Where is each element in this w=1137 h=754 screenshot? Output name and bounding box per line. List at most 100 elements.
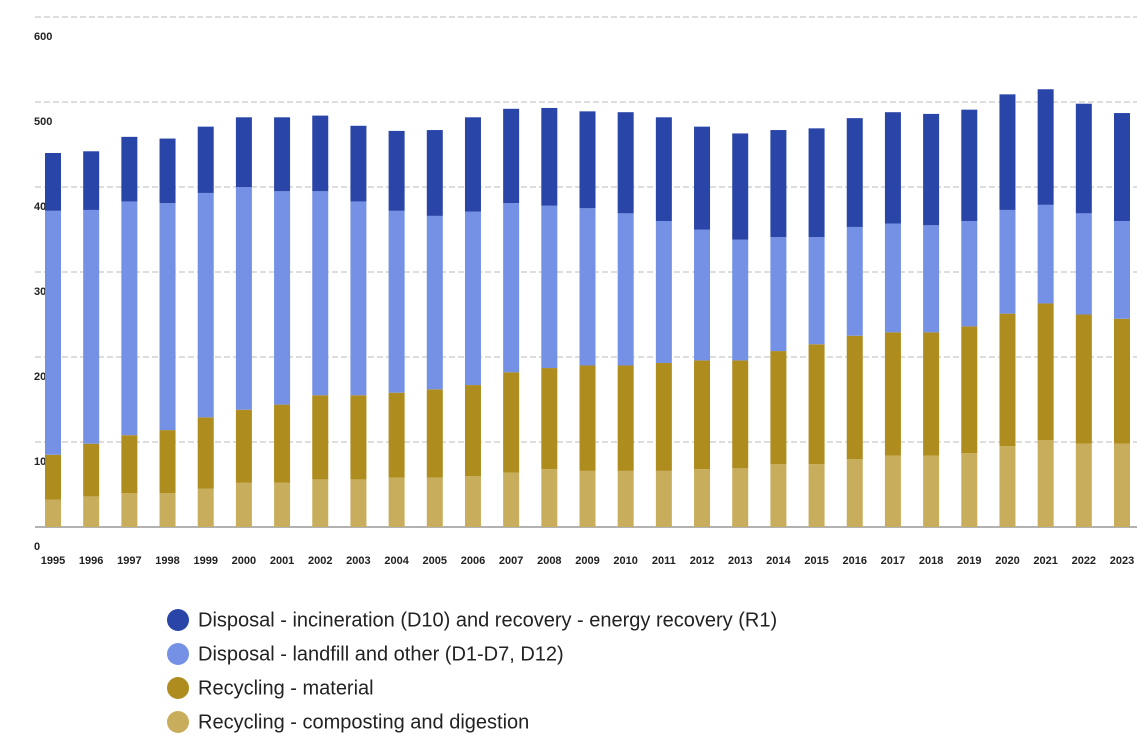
bar-segment	[235, 482, 252, 527]
bar-segment	[999, 313, 1016, 447]
x-tick-label: 1998	[155, 555, 179, 567]
bar-segment	[1114, 221, 1130, 319]
legend-label: Disposal - incineration (D10) and recove…	[198, 609, 777, 631]
bar-segment	[1075, 103, 1092, 214]
y-tick-label: 600	[34, 31, 52, 43]
bar-segment	[732, 360, 749, 469]
bar-segment	[541, 205, 558, 369]
bar-segment	[235, 117, 252, 187]
bar-segment	[503, 472, 520, 527]
bar-segment	[884, 223, 901, 333]
bar-segment	[121, 493, 138, 527]
bar-segment	[312, 191, 329, 396]
bar-segment	[541, 368, 558, 470]
bar-segment	[579, 208, 596, 366]
bar-segment	[961, 326, 978, 454]
bar-segment	[808, 464, 825, 527]
bar-segment	[1075, 314, 1092, 444]
bar-segment	[961, 109, 978, 221]
bar-segment	[45, 153, 61, 211]
bar-segment	[350, 479, 367, 527]
x-tick-label: 1995	[41, 555, 65, 567]
bar-segment	[923, 455, 940, 527]
bar-segment	[923, 113, 940, 226]
y-tick-label: 500	[34, 116, 52, 128]
bar-segment	[617, 365, 634, 471]
bar-segment	[45, 210, 61, 455]
bar-segment	[1037, 303, 1054, 441]
bar-segment	[312, 479, 329, 527]
bar-segment	[350, 125, 367, 202]
bar-segment	[426, 389, 443, 478]
bar-segment	[732, 468, 749, 527]
bar-segment	[808, 237, 825, 345]
bar-segment	[426, 477, 443, 527]
bar-segment	[846, 459, 863, 527]
bar-segment	[694, 126, 711, 230]
bar-segment	[655, 117, 672, 221]
bar-segment	[770, 130, 787, 238]
bar-segment	[350, 395, 367, 480]
bar-segment	[579, 470, 596, 527]
x-tick-label: 2001	[270, 555, 294, 567]
bar-segment	[503, 108, 520, 204]
bar-segment	[388, 392, 405, 478]
bar-segment	[694, 469, 711, 527]
bar-segment	[846, 335, 863, 459]
bar-segment	[83, 209, 100, 444]
bar-segment	[83, 443, 100, 497]
bar-segment	[83, 496, 100, 527]
bar-segment	[694, 229, 711, 361]
bar-segment	[274, 191, 291, 405]
bar-segment	[197, 192, 214, 418]
bar-segment	[846, 226, 863, 336]
bar-segment	[1114, 443, 1130, 527]
x-tick-label: 2017	[881, 555, 905, 567]
bar-segment	[732, 239, 749, 361]
bar-segment	[923, 332, 940, 456]
x-tick-label: 2021	[1033, 555, 1057, 567]
bar-segment	[45, 454, 61, 500]
x-tick-label: 2013	[728, 555, 752, 567]
bar-segment	[961, 453, 978, 527]
x-tick-label: 2002	[308, 555, 332, 567]
bar-segment	[235, 409, 252, 483]
bar-segment	[121, 201, 138, 436]
bar-segment	[961, 221, 978, 327]
legend-swatch	[167, 643, 189, 665]
bar-segment	[388, 477, 405, 527]
x-tick-label: 2005	[423, 555, 447, 567]
bar-segment	[655, 362, 672, 471]
x-tick-label: 2009	[575, 555, 599, 567]
x-tick-label: 2010	[613, 555, 637, 567]
bar-segment	[1037, 204, 1054, 304]
x-tick-label: 2000	[232, 555, 256, 567]
legend-swatch	[167, 677, 189, 699]
bar-segment	[579, 365, 596, 471]
bar-segment	[159, 493, 176, 527]
x-tick-label: 2008	[537, 555, 561, 567]
bar-segment	[1037, 440, 1054, 527]
x-tick-label: 2019	[957, 555, 981, 567]
bar-segment	[770, 464, 787, 527]
bar-segment	[1075, 443, 1092, 527]
x-tick-label: 1999	[193, 555, 217, 567]
bar-segment	[464, 117, 481, 212]
bar-segment	[121, 136, 138, 202]
bar-segment	[350, 201, 367, 396]
bar-segment	[884, 455, 901, 527]
bar-segment	[617, 112, 634, 214]
bar-segment	[312, 115, 329, 192]
legend-swatch	[167, 609, 189, 631]
bar-segment	[121, 435, 138, 493]
bar-segment	[464, 476, 481, 527]
bar-segment	[235, 187, 252, 410]
bar-segment	[159, 138, 176, 204]
bar-segment	[197, 126, 214, 193]
bar-segment	[655, 470, 672, 527]
bar-segment	[846, 118, 863, 227]
x-tick-label: 2016	[843, 555, 867, 567]
bar-segment	[45, 499, 61, 527]
bar-segment	[999, 209, 1016, 314]
bar-segment	[1114, 113, 1130, 221]
